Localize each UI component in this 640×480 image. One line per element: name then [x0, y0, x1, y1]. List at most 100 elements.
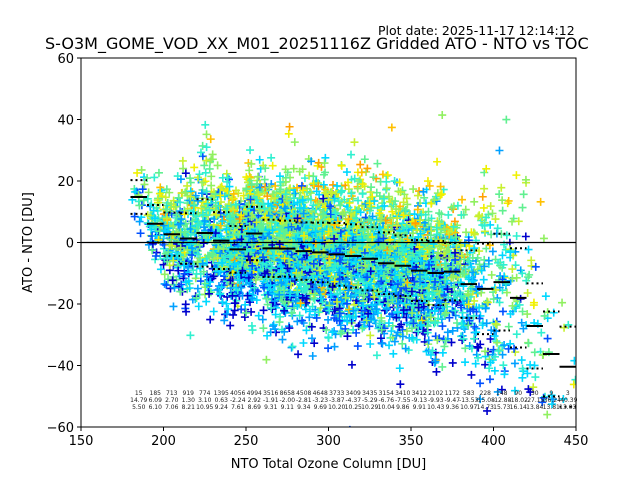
data-point [208, 150, 217, 159]
data-point [153, 196, 162, 205]
data-point [207, 172, 216, 181]
data-point [280, 237, 289, 246]
data-point [250, 283, 259, 292]
data-point [169, 196, 178, 205]
data-point [151, 223, 160, 232]
data-point [293, 214, 302, 223]
data-point [242, 308, 251, 317]
data-point [180, 269, 189, 278]
data-point [205, 164, 214, 173]
data-point [160, 279, 169, 288]
data-point [160, 270, 169, 279]
data-point [191, 191, 200, 200]
data-point [298, 218, 307, 227]
data-point [246, 279, 255, 288]
data-point [444, 210, 453, 219]
data-point [291, 209, 300, 218]
data-point [186, 192, 195, 201]
data-point [275, 318, 284, 327]
data-point [225, 182, 234, 191]
data-point [448, 358, 457, 367]
data-point [347, 360, 356, 369]
data-point [202, 143, 211, 152]
data-point [192, 294, 201, 303]
data-point [254, 311, 263, 320]
data-point [176, 251, 185, 260]
data-point [197, 189, 206, 198]
data-point [283, 264, 292, 273]
data-point [267, 153, 276, 162]
data-point [252, 296, 261, 305]
data-point [293, 183, 302, 192]
data-point [298, 293, 307, 302]
data-point [307, 157, 316, 166]
data-point [213, 254, 222, 263]
data-point [216, 191, 225, 200]
data-point [299, 338, 308, 347]
data-point [276, 177, 285, 186]
data-point [289, 164, 298, 173]
data-point [395, 364, 404, 373]
data-point [300, 174, 309, 183]
data-point [258, 253, 267, 262]
data-point [260, 243, 269, 252]
data-point [259, 306, 268, 315]
data-point [176, 219, 185, 228]
data-point [198, 152, 207, 161]
data-point [443, 328, 452, 337]
data-point [218, 217, 227, 226]
data-point [198, 141, 207, 150]
data-point [423, 177, 432, 186]
data-point [202, 187, 211, 196]
data-point [216, 221, 225, 230]
data-point [169, 302, 178, 311]
data-point [259, 232, 268, 241]
data-point [202, 297, 211, 306]
data-point [234, 230, 243, 239]
data-point [174, 193, 183, 202]
data-point [247, 321, 256, 330]
data-point [242, 173, 251, 182]
data-point [182, 307, 191, 316]
data-point [298, 165, 307, 174]
data-point [170, 283, 179, 292]
data-point [140, 180, 149, 189]
data-point [283, 275, 292, 284]
data-point [296, 271, 305, 280]
data-point [243, 291, 252, 300]
data-point [278, 335, 287, 344]
data-point [194, 250, 203, 259]
data-point [305, 307, 314, 316]
data-point [188, 295, 197, 304]
data-point [225, 251, 234, 260]
data-point [195, 170, 204, 179]
data-point [259, 324, 268, 333]
data-point [247, 293, 256, 302]
data-point [243, 275, 252, 284]
data-point [409, 185, 418, 194]
data-point [209, 307, 218, 316]
data-point [165, 188, 174, 197]
data-point [211, 229, 220, 238]
data-point [275, 229, 284, 238]
data-point [285, 122, 294, 131]
data-point [281, 204, 290, 213]
data-point [281, 308, 290, 317]
data-point [271, 310, 280, 319]
data-point [177, 215, 186, 224]
data-point [222, 299, 231, 308]
data-point [217, 283, 226, 292]
data-point [262, 274, 271, 283]
data-point [215, 290, 224, 299]
data-point [248, 261, 257, 270]
data-point [302, 184, 311, 193]
data-point [277, 208, 286, 217]
data-point [367, 183, 376, 192]
data-point [150, 173, 159, 182]
data-point [223, 292, 232, 301]
data-point [226, 214, 235, 223]
data-point [187, 244, 196, 253]
data-point [242, 185, 251, 194]
data-point [201, 168, 210, 177]
data-point [229, 210, 238, 219]
